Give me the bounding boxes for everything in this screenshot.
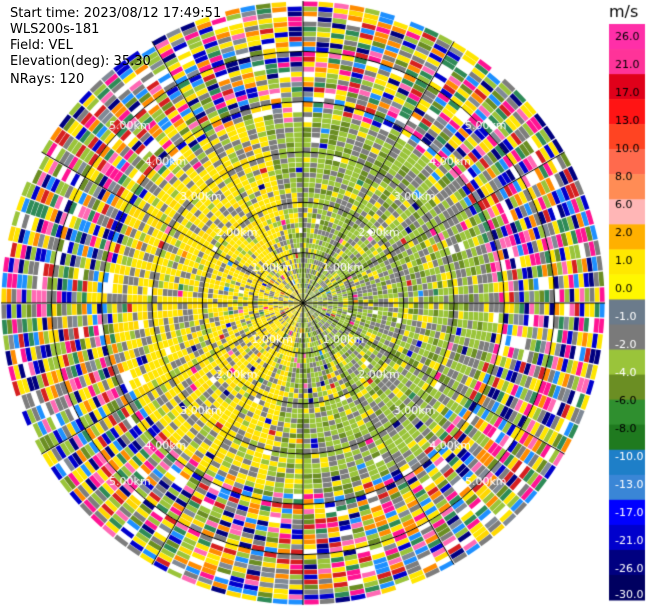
- colorbar: [607, 0, 647, 607]
- polar-velocity-plot: [0, 0, 607, 607]
- elevation-label: Elevation(deg): 35.30: [10, 54, 151, 69]
- field-label: Field: VEL: [10, 38, 73, 53]
- start-time-label: Start time: 2023/08/12 17:49:51: [10, 6, 222, 21]
- instrument-label: WLS200s-181: [10, 22, 100, 37]
- nrays-label: NRays: 120: [10, 72, 85, 87]
